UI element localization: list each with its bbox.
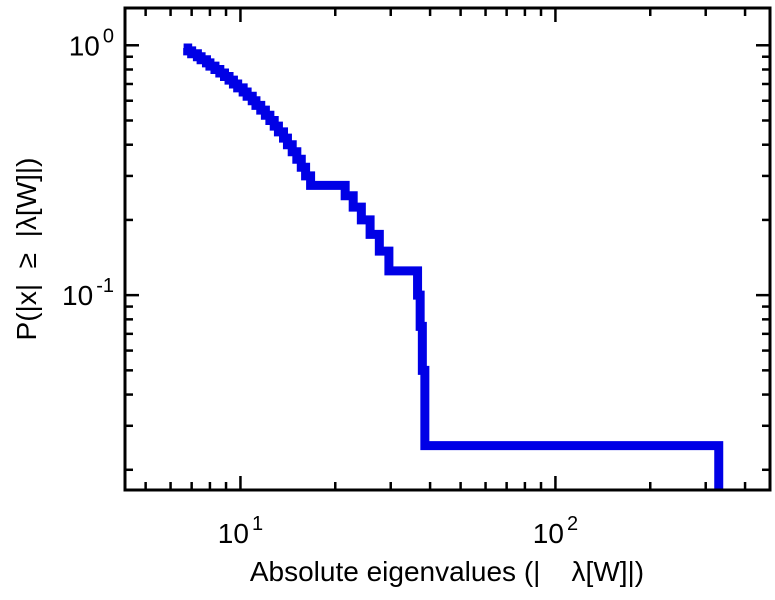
tick-labels: 10 1 10 2 10 0 10 -1 [62, 25, 578, 549]
x-tick-label: 10 2 [533, 513, 578, 549]
y-tick-label: 10 -1 [62, 275, 114, 311]
y-axis-label: P(|x| ≥ |λ[W]|) [11, 157, 42, 341]
x-axis-label: Absolute eigenvalues (| λ[W]|) [249, 556, 645, 587]
y-tick-label: 10 0 [69, 25, 114, 61]
x-tick-label: 10 1 [218, 513, 263, 549]
plot-frame [123, 6, 772, 492]
ccdf-step-curve [183, 43, 724, 490]
